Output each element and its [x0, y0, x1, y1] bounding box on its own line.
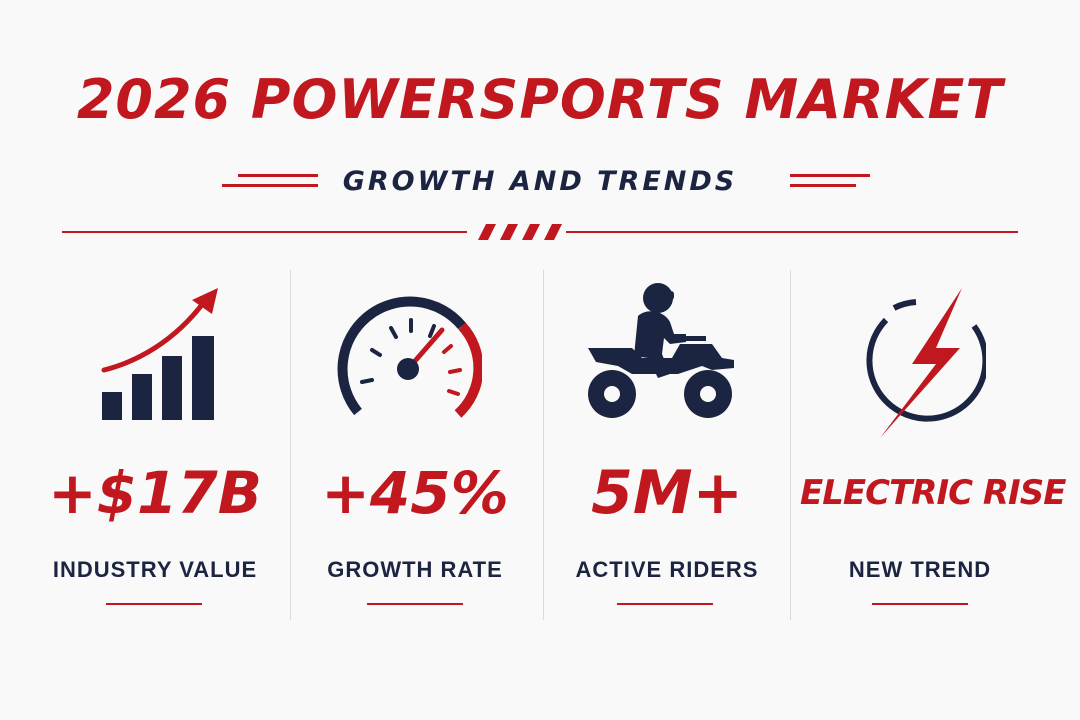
- subtitle-dash-right-bottom: [790, 184, 856, 187]
- divider-right: [566, 231, 1018, 233]
- stat-underline: [617, 603, 713, 605]
- bar-chart-growth-icon: [101, 288, 218, 420]
- stat-value-trend: ELECTRIC RISE: [800, 473, 1066, 513]
- atv-rider-icon: [588, 283, 734, 418]
- stat-underline: [367, 603, 463, 605]
- stat-label-riders: ACTIVE RIDERS: [575, 557, 759, 582]
- stat-value-industry: +$17B: [48, 459, 262, 527]
- subtitle-dash-left-top: [238, 174, 318, 177]
- page-subtitle: GROWTH AND TRENDS: [342, 166, 738, 197]
- divider-left: [62, 231, 467, 233]
- stat-underline: [106, 603, 202, 605]
- column-separator: [290, 270, 291, 620]
- subtitle-dash-left-bottom: [222, 184, 318, 187]
- stat-value-growth: +45%: [321, 459, 509, 527]
- stat-label-trend: NEW TREND: [848, 557, 992, 582]
- stat-label-growth: GROWTH RATE: [327, 557, 503, 582]
- stat-underline: [872, 603, 968, 605]
- divider-slashes-icon: [478, 224, 562, 240]
- stat-value-riders: 5M+: [591, 458, 743, 528]
- speedometer-icon: [337, 296, 482, 418]
- lightning-bolt-icon: [866, 288, 986, 438]
- subtitle-dash-right-top: [790, 174, 870, 177]
- column-separator: [790, 270, 791, 620]
- column-separator: [543, 270, 544, 620]
- page-title: 2026 POWERSPORTS MARKET: [76, 68, 1004, 131]
- stat-label-industry: INDUSTRY VALUE: [52, 557, 258, 582]
- subtitle-row: GROWTH AND TRENDS: [0, 162, 1080, 202]
